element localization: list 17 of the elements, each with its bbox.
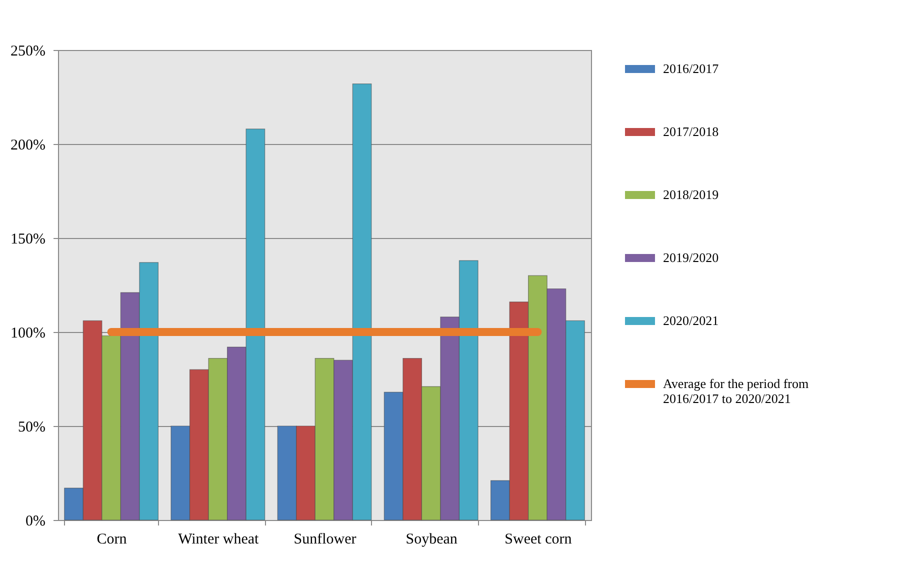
legend-label: 2020/2021	[663, 313, 719, 328]
y-tick-label: 250%	[10, 44, 46, 60]
legend-label: Average for the period from 2016/2017 to 2020/2021	[663, 376, 809, 406]
legend-label: 2019/2020	[663, 250, 719, 265]
legend-label: 2016/2017	[663, 61, 720, 76]
x-tick-label: Winter wheat	[178, 532, 260, 548]
y-tick-label: 50%	[18, 420, 46, 436]
x-tick-label: Sweet corn	[504, 532, 572, 548]
x-tick-label: Soybean	[406, 532, 458, 548]
y-tick-label: 0%	[26, 514, 46, 530]
y-tick-label: 200%	[10, 138, 46, 154]
x-tick-label: Sunflower	[294, 532, 356, 548]
legend-label: 2018/2019	[663, 187, 719, 202]
legend-label: 2017/2018	[663, 124, 719, 139]
y-tick-label: 100%	[10, 326, 46, 342]
y-tick-label: 150%	[10, 232, 46, 248]
x-tick-label: Corn	[96, 532, 128, 548]
